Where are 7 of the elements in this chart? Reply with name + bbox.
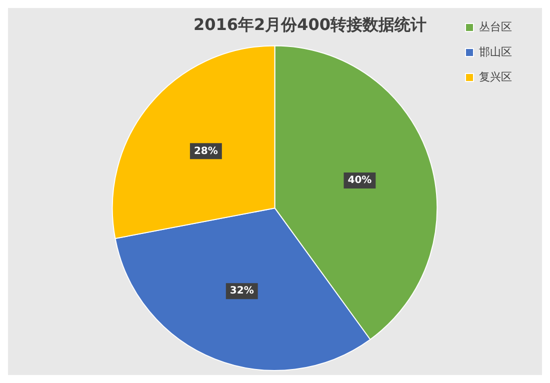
chart-title: 2016年2月份400转接数据统计 [193,14,427,34]
data-label: 28% [194,146,218,157]
data-label: 32% [230,286,254,297]
legend-label: 丛台区 [479,20,512,34]
data-label: 40% [348,175,372,186]
legend-label: 邯山区 [479,45,512,58]
legend-label: 复兴区 [479,70,512,84]
